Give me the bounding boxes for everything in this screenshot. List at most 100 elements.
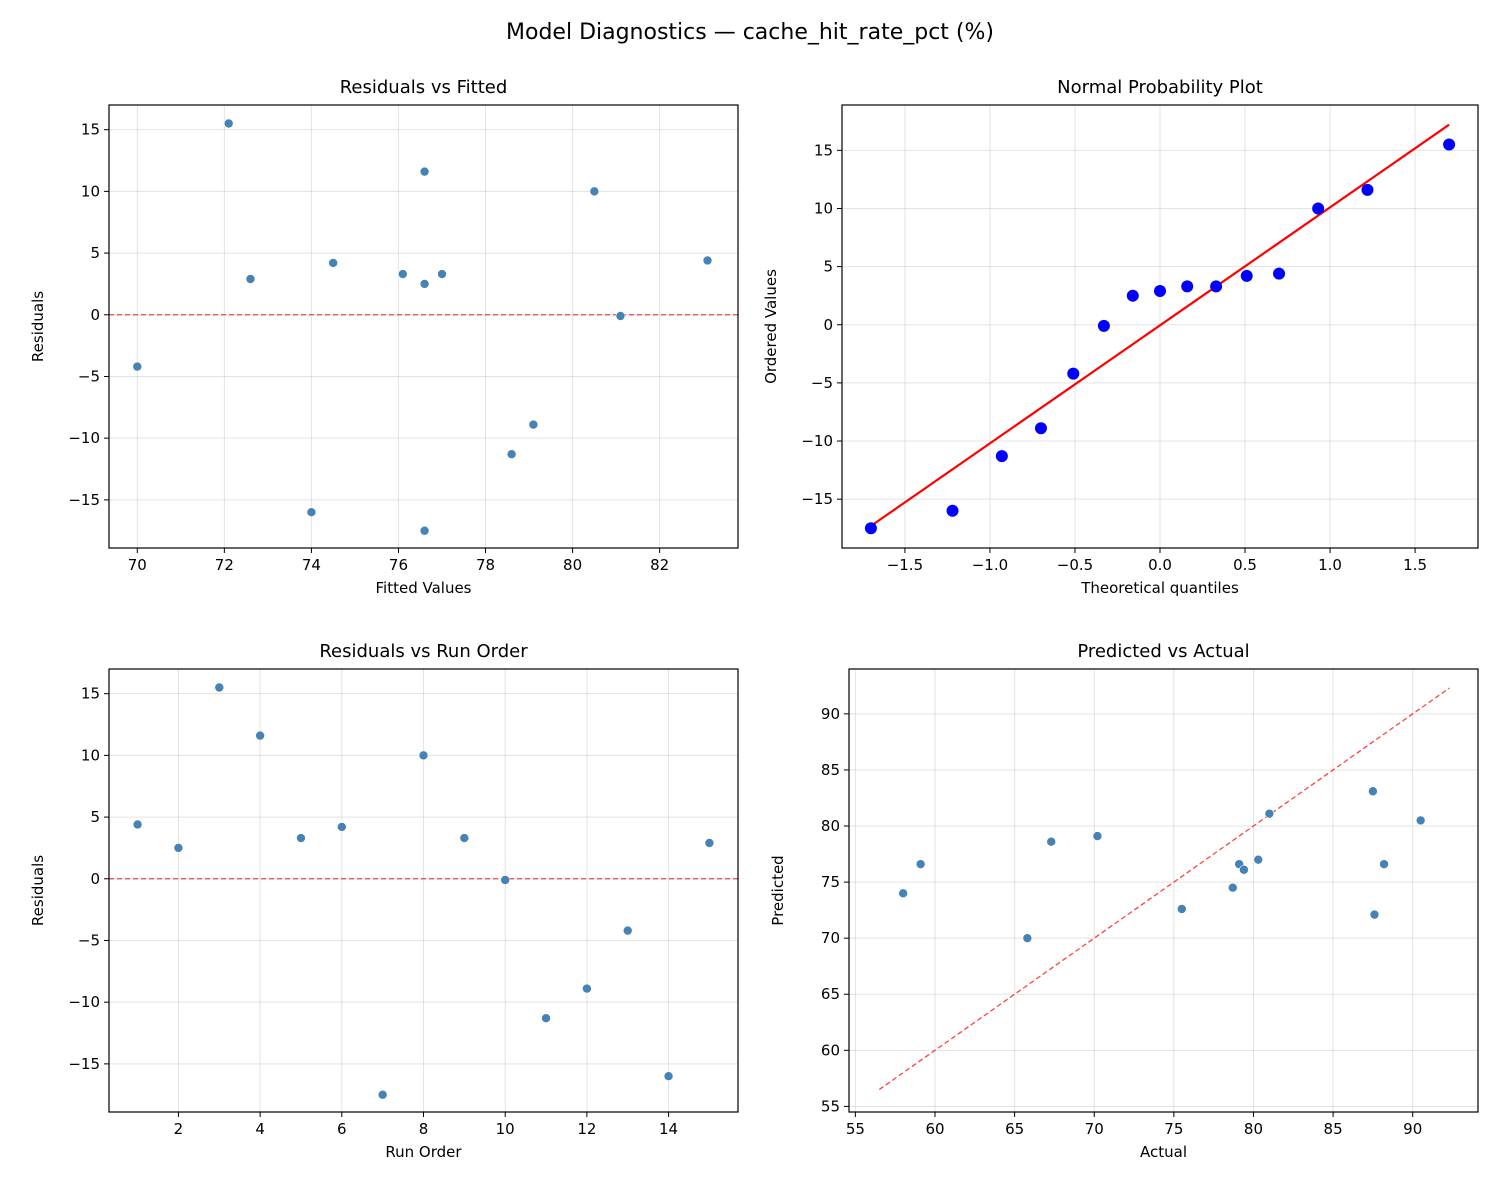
subplot-title: Residuals vs Fitted	[340, 77, 508, 98]
subplot-1: 70 72 74 76 78 80 82 −15 −10 −5 0 5 10 15 Residuals vs…	[29, 77, 739, 597]
y-tick-label: 5	[823, 258, 833, 276]
data-point	[1379, 859, 1389, 869]
x-tick-label: 55	[846, 1120, 865, 1138]
x-axis-label: Actual	[1140, 1143, 1187, 1161]
data-point	[377, 1089, 388, 1100]
y-tick-label: −5	[811, 374, 833, 392]
data-point	[1067, 367, 1080, 380]
subplot-3: 2 4 6 8 10 12 14 −15 −10 −5 0 5 10 15 Residuals vs Run…	[29, 641, 739, 1161]
data-point	[1046, 836, 1057, 847]
data-point	[500, 875, 510, 885]
data-point	[328, 258, 338, 268]
y-tick-label: 55	[821, 1097, 840, 1115]
x-tick-label: 6	[337, 1120, 347, 1138]
data-point	[864, 522, 877, 535]
data-point	[1253, 854, 1264, 865]
x-tick-label: 72	[215, 556, 234, 574]
axes-frame	[108, 104, 739, 549]
y-tick-label: 65	[821, 985, 840, 1003]
data-point	[995, 450, 1008, 463]
x-tick-label: 85	[1324, 1120, 1343, 1138]
y-tick-label: 75	[821, 873, 840, 891]
data-point	[1210, 280, 1223, 293]
y-tick-label: 90	[821, 705, 840, 723]
x-tick-label: −1.5	[887, 556, 923, 574]
data-point	[898, 888, 908, 899]
data-point	[437, 269, 447, 279]
data-point	[1092, 831, 1103, 841]
data-point	[1361, 183, 1374, 196]
data-point	[1264, 808, 1275, 819]
y-tick-label: −15	[801, 490, 833, 508]
data-point	[173, 843, 184, 853]
y-tick-label: 60	[821, 1041, 840, 1059]
data-point	[1443, 138, 1456, 151]
y-tick-label: 0	[90, 870, 100, 888]
subplot-4: 55 60 65 70 75 80 85 90 55 60 65 70 75 80 85 90 Predicte…	[769, 641, 1479, 1161]
y-tick-label: 15	[814, 141, 833, 159]
y-tick-label: −10	[68, 429, 100, 447]
y-tick-label: 15	[81, 685, 100, 703]
data-point	[1239, 864, 1249, 875]
x-tick-label: 1.5	[1403, 556, 1427, 574]
data-point	[255, 730, 265, 741]
data-point	[582, 983, 592, 994]
x-tick-label: 80	[563, 556, 582, 574]
data-point	[1273, 267, 1286, 280]
subplot-title: Predicted vs Actual	[1077, 641, 1249, 662]
data-point	[398, 269, 408, 279]
figure-title: Model Diagnostics — cache_hit_rate_pct (…	[506, 20, 994, 45]
data-point	[1312, 202, 1325, 215]
data-point	[419, 279, 430, 289]
x-tick-label: 2	[174, 1120, 184, 1138]
x-tick-label: 82	[650, 556, 669, 574]
x-tick-label: 1.0	[1318, 556, 1342, 574]
y-tick-label: 15	[81, 121, 100, 139]
x-tick-label: 8	[419, 1120, 429, 1138]
data-point	[1022, 933, 1033, 943]
data-point	[306, 507, 317, 518]
data-point	[589, 186, 600, 197]
data-point	[915, 859, 926, 869]
y-tick-label: 0	[90, 306, 100, 324]
reference-line	[870, 123, 1450, 527]
reference-line	[878, 687, 1450, 1091]
x-tick-label: 76	[389, 556, 408, 574]
y-axis-label: Predicted	[769, 855, 787, 925]
axes-frame	[848, 668, 1479, 1113]
x-tick-label: 0.5	[1233, 556, 1257, 574]
data-point	[1181, 280, 1194, 293]
data-point	[214, 682, 225, 693]
y-tick-label: −15	[68, 1055, 100, 1073]
x-tick-label: 70	[128, 556, 147, 574]
y-tick-label: 10	[814, 199, 833, 217]
x-tick-label: 75	[1164, 1120, 1183, 1138]
data-point	[1369, 909, 1380, 920]
data-point	[296, 833, 306, 843]
y-tick-label: 0	[823, 316, 833, 334]
x-tick-label: 14	[659, 1120, 678, 1138]
data-point	[1415, 815, 1426, 826]
data-point	[702, 255, 713, 266]
x-tick-label: 65	[1005, 1120, 1024, 1138]
data-point	[663, 1071, 674, 1082]
x-tick-label: 70	[1085, 1120, 1104, 1138]
data-point	[337, 822, 347, 832]
data-point	[615, 311, 626, 321]
y-tick-label: −10	[68, 993, 100, 1011]
x-tick-label: −0.5	[1057, 556, 1093, 574]
data-point	[1097, 319, 1110, 332]
data-point	[1154, 285, 1166, 298]
y-tick-label: −5	[78, 931, 100, 949]
y-axis-label: Ordered Values	[762, 269, 780, 384]
x-tick-label: 90	[1403, 1120, 1422, 1138]
data-point	[528, 419, 539, 430]
y-tick-label: −5	[78, 367, 100, 385]
data-point	[1034, 422, 1047, 435]
data-point	[132, 361, 143, 372]
y-tick-label: 70	[821, 929, 840, 947]
data-point	[132, 819, 143, 830]
data-point	[506, 449, 517, 460]
data-point	[622, 925, 633, 936]
